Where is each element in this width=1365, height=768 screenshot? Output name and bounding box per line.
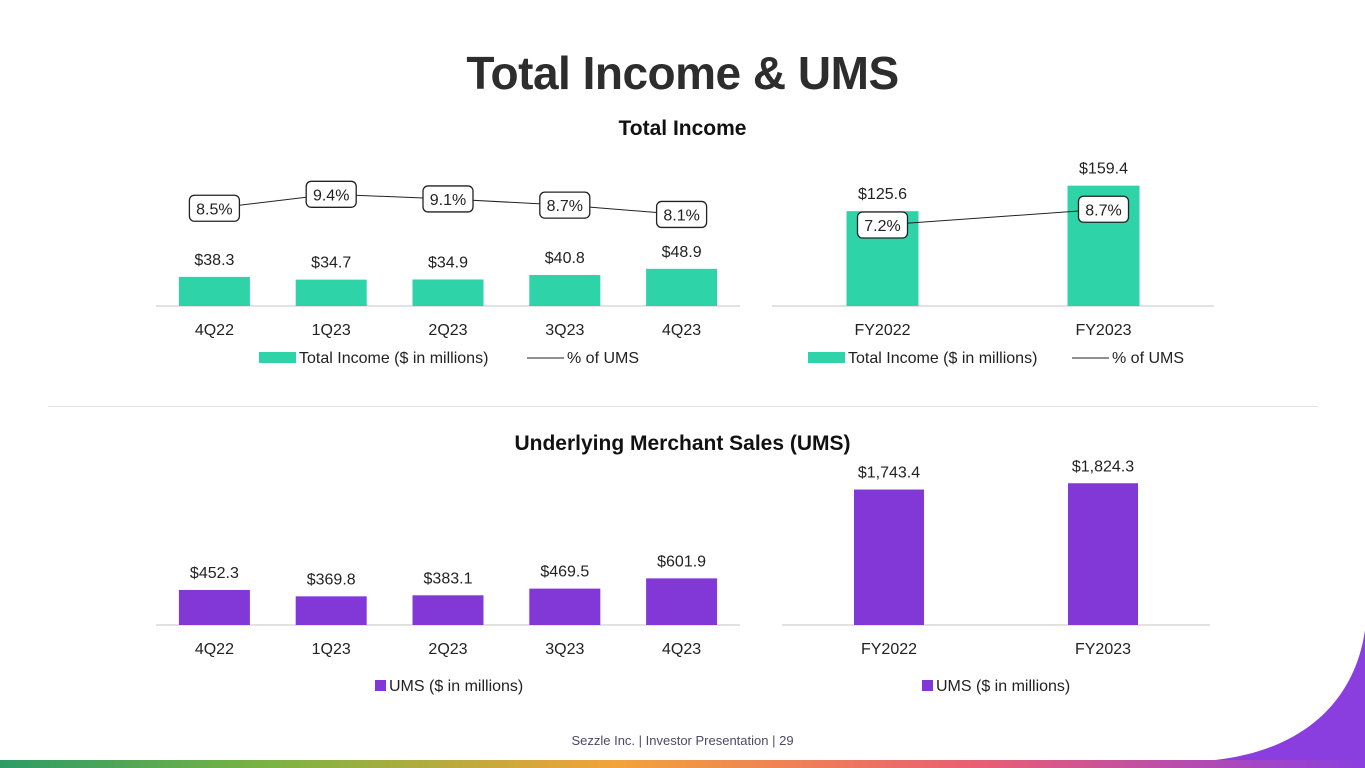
pct-label-box (856, 211, 909, 239)
bar (1068, 483, 1138, 625)
bar (854, 489, 924, 625)
pct-label-box (422, 185, 474, 213)
bar-value-label: $125.6 (858, 186, 907, 203)
page-title: Total Income & UMS (466, 47, 899, 99)
legend-swatch-bar (259, 352, 296, 363)
bar-value-label: $1,824.3 (1072, 458, 1134, 475)
pct-ums-label: 8.7% (1085, 202, 1121, 219)
corner-swoosh-decoration (1215, 630, 1365, 760)
footer-text: Sezzle Inc. | Investor Presentation | 29 (571, 733, 794, 748)
x-tick-label: FY2023 (1075, 641, 1131, 658)
bar (646, 578, 718, 625)
bar-value-label: $1,743.4 (858, 465, 920, 482)
bar (646, 268, 718, 306)
legend-swatch-bar (375, 680, 386, 691)
pct-ums-label: 9.4% (313, 187, 349, 204)
bar-value-label: $34.9 (428, 254, 468, 271)
bar-value-label: $383.1 (424, 570, 473, 587)
pct-label-box (1077, 195, 1130, 223)
x-tick-label: 4Q23 (662, 641, 701, 658)
x-tick-label: 1Q23 (312, 322, 351, 339)
x-tick-label: FY2023 (1075, 322, 1131, 339)
bar-value-label: $369.8 (307, 571, 356, 588)
x-tick-label: FY2022 (861, 641, 917, 658)
bar (178, 276, 250, 306)
pct-ums-label: 9.1% (430, 192, 466, 209)
pct-ums-label: 8.5% (196, 201, 232, 218)
x-tick-label: 3Q23 (545, 322, 584, 339)
bar-value-label: $48.9 (662, 244, 702, 261)
bar (412, 595, 484, 625)
bar (295, 596, 367, 625)
bar (295, 279, 367, 306)
bar-value-label: $40.8 (545, 250, 585, 267)
pct-ums-line (882, 208, 1104, 226)
x-tick-label: 1Q23 (312, 641, 351, 658)
legend-swatch-bar (922, 680, 933, 691)
legend-label-bar: Total Income ($ in millions) (848, 350, 1037, 367)
pct-label-box (188, 194, 241, 222)
bottom-gradient-bar (0, 760, 1365, 768)
bar-value-label: $38.3 (194, 252, 234, 269)
pct-ums-label: 8.1% (663, 207, 699, 224)
x-tick-label: 4Q22 (195, 641, 234, 658)
pct-label-box (539, 191, 591, 219)
x-tick-label: 4Q22 (195, 322, 234, 339)
x-tick-label: 2Q23 (428, 641, 467, 658)
bar-value-label: $34.7 (311, 255, 351, 272)
bar (529, 588, 601, 625)
x-tick-label: 3Q23 (545, 641, 584, 658)
section-divider (48, 406, 1318, 407)
legend-label-line: % of UMS (1112, 350, 1184, 367)
x-tick-label: 4Q23 (662, 322, 701, 339)
legend-label-bar: UMS ($ in millions) (936, 678, 1070, 695)
x-tick-label: 2Q23 (428, 322, 467, 339)
bar-value-label: $469.5 (540, 564, 589, 581)
pct-label-box (305, 180, 357, 208)
pct-label-box (655, 200, 708, 229)
pct-ums-label: 8.7% (547, 198, 583, 215)
legend-label-bar: UMS ($ in millions) (389, 678, 523, 695)
bar (412, 279, 484, 306)
bar-value-label: $452.3 (190, 565, 239, 582)
income-section-title: Total Income (618, 117, 747, 140)
bar (178, 589, 250, 625)
x-tick-label: FY2022 (854, 322, 910, 339)
bar (529, 274, 601, 306)
legend-swatch-bar (808, 352, 845, 363)
legend-label-line: % of UMS (567, 350, 639, 367)
bar-value-label: $601.9 (657, 553, 706, 570)
bar-value-label: $159.4 (1079, 161, 1128, 178)
ums-section-title: Underlying Merchant Sales (UMS) (514, 432, 851, 455)
pct-ums-label: 7.2% (864, 218, 900, 235)
legend-label-bar: Total Income ($ in millions) (299, 350, 488, 367)
